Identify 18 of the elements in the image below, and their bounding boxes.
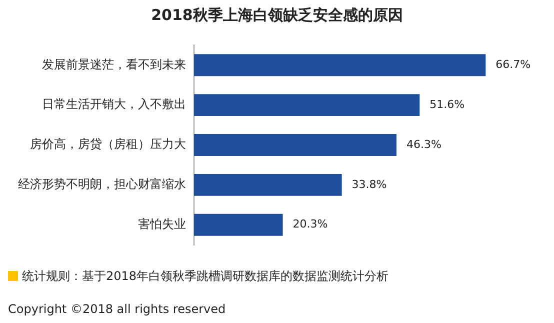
y-tick-label: 发展前景迷茫，看不到未来 [42, 57, 186, 72]
data-label: 66.7% [496, 58, 531, 72]
bar [194, 214, 283, 236]
bar [194, 134, 396, 156]
bar [194, 174, 342, 196]
y-tick-label: 害怕失业 [138, 216, 186, 231]
y-tick-label: 日常生活开销大，入不敷出 [42, 97, 186, 112]
bar [194, 54, 486, 76]
data-label: 33.8% [352, 178, 387, 191]
text: Copyright ©2018 all rights reserved [8, 302, 226, 316]
data-label: 46.3% [406, 138, 442, 151]
data-label: 20.3% [292, 218, 328, 231]
y-tick-label: 经济形势不明朗，担心财富缩水 [18, 177, 186, 192]
y-tick-label: 房价高，房贷（房租）压力大 [30, 137, 186, 152]
data-label: 51.6% [430, 98, 465, 111]
chart-title: 2018秋季上海白领缺乏安全感的原因 [150, 6, 404, 25]
bar [194, 94, 420, 116]
text: 统计规则：基于2018年白领秋季跳槽调研数据库的数据监测统计分析 [21, 268, 389, 285]
